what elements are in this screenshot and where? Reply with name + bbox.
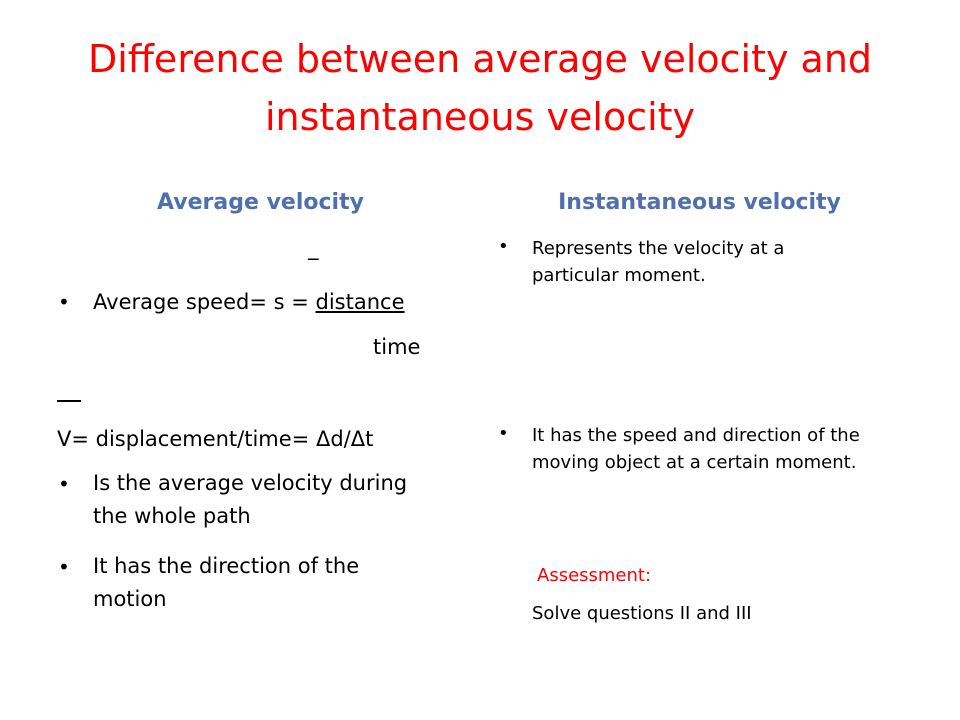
bullet-dot: • [58,290,70,314]
left-bullet-2: It has the direction of the motion [93,554,360,611]
left-bullet-1: Is the average velocity during the whole… [93,471,408,528]
assessment-label: Assessment: [537,565,652,586]
right-bullet-1: Represents the velocity at a particular … [532,238,785,286]
average-speed-numerator: distance [315,290,405,314]
average-speed-prefix: Average speed= s = [93,290,316,314]
bullet-dot: • [498,236,509,257]
bullet-dot: • [58,555,70,579]
average-velocity-heading: Average velocity [157,190,364,215]
velocity-formula: V= displacement/time= Δd/Δt [57,427,374,451]
speed-overbar-mark: _ [308,236,319,260]
average-speed-formula: Average speed= s = distance [93,286,405,319]
slide-title: Difference between average velocity and … [87,37,873,139]
instantaneous-velocity-heading: Instantaneous velocity [558,190,841,215]
average-speed-denominator: time [373,335,421,359]
right-bullet-2: It has the speed and direction of the mo… [532,425,860,473]
bullet-dot: • [58,472,70,496]
assessment-text: Solve questions II and III [532,603,752,624]
velocity-overbar [57,400,81,402]
bullet-dot: • [498,423,509,444]
